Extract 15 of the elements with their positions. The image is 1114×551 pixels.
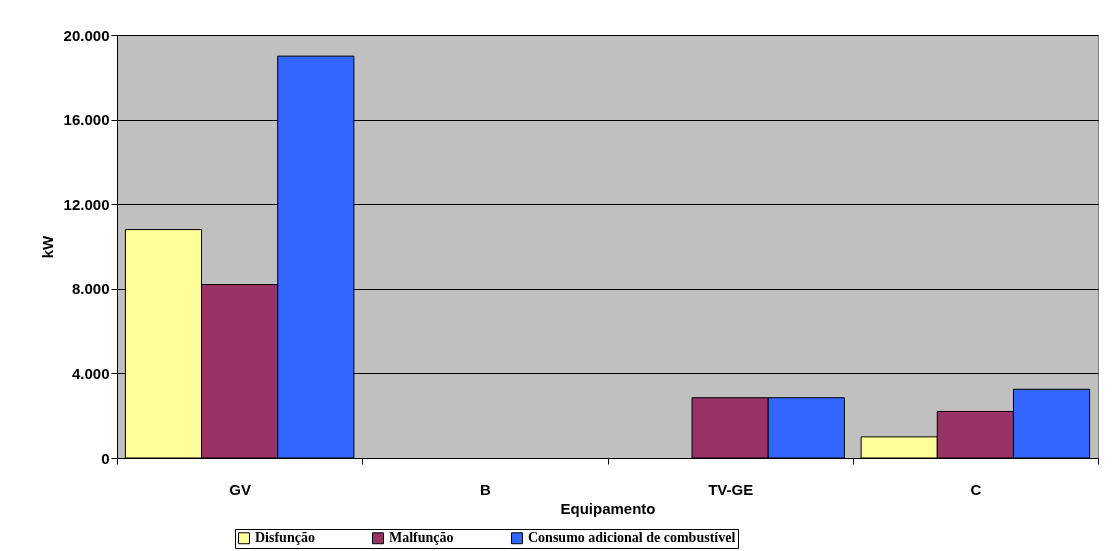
y-tick-label: 16.000 xyxy=(63,111,110,129)
legend-label: Consumo adicional de combustível xyxy=(528,530,736,546)
x-tick-label: TV-GE xyxy=(708,480,754,498)
x-tick-label: B xyxy=(479,480,491,498)
y-tick-label: 8.000 xyxy=(71,280,110,298)
legend-label: Disfunção xyxy=(255,530,315,546)
x-tick-label: C xyxy=(970,480,982,498)
y-tick-label: 0 xyxy=(101,449,110,467)
y-tick-label: 4.000 xyxy=(71,364,110,382)
y-tick-label: 20.000 xyxy=(63,26,110,44)
x-axis-title: Equipamento xyxy=(560,499,656,517)
x-tick-label: GV xyxy=(229,480,251,498)
y-axis-title: kW xyxy=(38,234,56,259)
y-tick-label: 12.000 xyxy=(63,195,110,213)
legend-label: Malfunção xyxy=(389,530,454,546)
